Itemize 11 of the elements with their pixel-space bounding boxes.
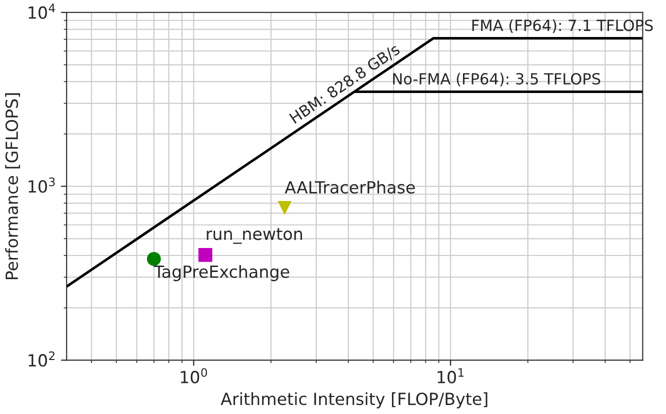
x-tick-label: 10$^{0}$ xyxy=(180,368,208,384)
series-label: AALTracerPhase xyxy=(284,180,415,194)
y-tick-label: 10$^{4}$ xyxy=(28,4,55,19)
y-tick-label: 10$^{2}$ xyxy=(28,351,54,367)
annotation: No-FMA (FP64): 3.5 TFLOPS xyxy=(393,72,600,86)
x-axis-title: Arithmetic Intensity [FLOP/Byte] xyxy=(220,392,488,408)
series-label: run_newton xyxy=(206,228,302,244)
y-axis-title: Performance [GFLOPS] xyxy=(5,93,20,280)
x-tick-label: 10$^{1}$ xyxy=(438,368,464,384)
series-label: TagPreExchange xyxy=(154,265,290,282)
y-tick-label: 10$^{3}$ xyxy=(28,177,55,193)
